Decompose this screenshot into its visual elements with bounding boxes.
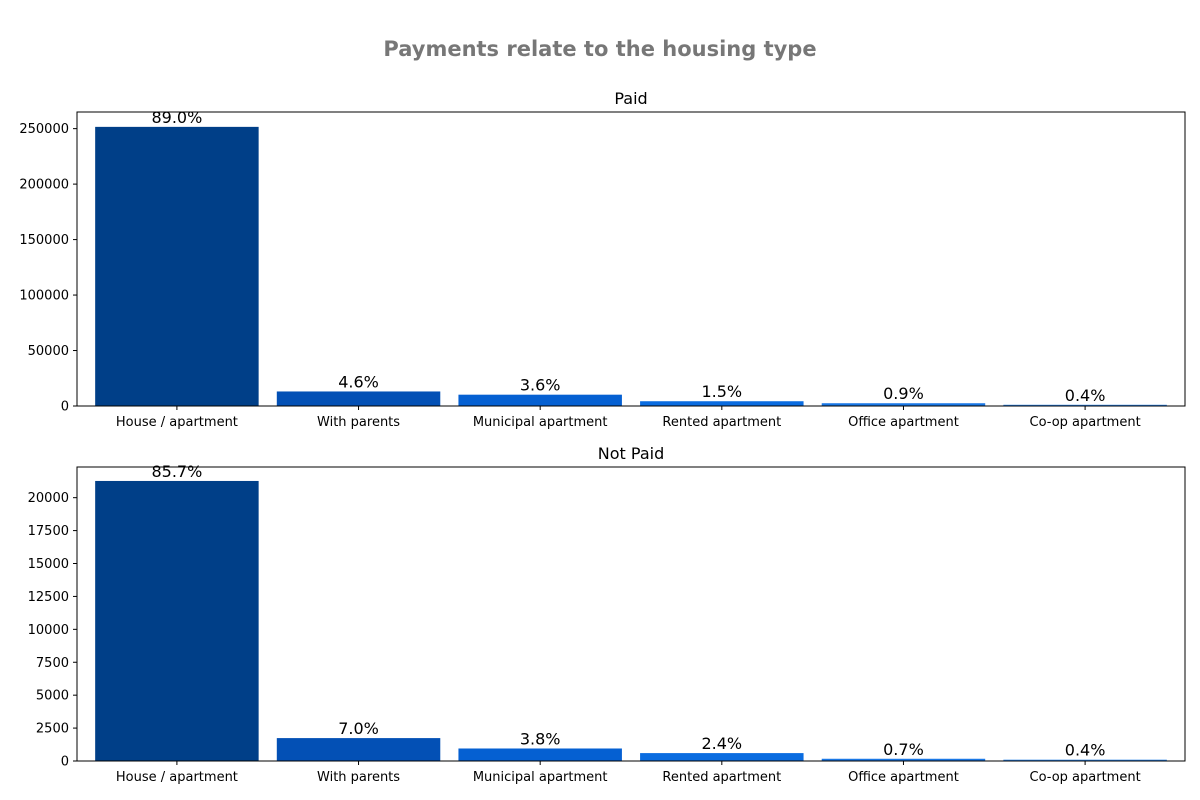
chart-not-paid-bar-rented-apartment	[640, 753, 804, 761]
chart-not-paid-ytick-label: 0	[61, 755, 69, 770]
chart-not-paid-xtick-label-with-parents: With parents	[317, 770, 400, 785]
chart-not-paid-xtick-label-co-op-apartment: Co-op apartment	[1030, 770, 1141, 785]
chart-not-paid-bar-with-parents	[276, 738, 441, 761]
chart-paid-bar-label-office-apartment: 0.9%	[883, 384, 924, 403]
chart-not-paid-bar-label-rented-apartment: 2.4%	[701, 734, 742, 753]
chart-paid-bar-house-apartment	[95, 126, 259, 406]
chart-not-paid-bar-label-house-apartment: 85.7%	[151, 462, 202, 481]
chart-not-paid-xtick-label-rented-apartment: Rented apartment	[662, 770, 781, 785]
chart-paid-ytick-label: 250000	[19, 122, 69, 137]
chart-not-paid-bar-municipal-apartment	[458, 748, 622, 761]
figure-title: Payments relate to the housing type	[383, 37, 816, 61]
chart-paid-xtick-label-co-op-apartment: Co-op apartment	[1030, 415, 1141, 430]
chart-not-paid-xtick-label-office-apartment: Office apartment	[848, 770, 959, 785]
chart-not-paid-xtick-label-municipal-apartment: Municipal apartment	[473, 770, 608, 785]
chart-not-paid-ytick-label: 20000	[28, 491, 69, 506]
chart-paid-xtick-label-house-apartment: House / apartment	[116, 415, 238, 430]
chart-paid-bar-label-house-apartment: 89.0%	[151, 108, 202, 127]
chart-not-paid-bar-label-with-parents: 7.0%	[338, 719, 379, 738]
chart-paid: Paid 89.0% 4.6% 3.6% 1.5% 0.9% 0.4% 0 50000 10000…	[19, 89, 1186, 430]
chart-paid-xtick-label-municipal-apartment: Municipal apartment	[473, 415, 608, 430]
chart-paid-ytick-label: 0	[61, 400, 69, 415]
chart-paid-bar-label-rented-apartment: 1.5%	[701, 382, 742, 401]
chart-not-paid-bar-co-op-apartment	[1003, 759, 1167, 761]
chart-not-paid-bar-label-office-apartment: 0.7%	[883, 740, 924, 759]
chart-not-paid-ytick-label: 2500	[36, 722, 69, 737]
chart-paid-bar-co-op-apartment	[1003, 404, 1167, 406]
chart-paid-bar-office-apartment	[821, 403, 986, 406]
chart-paid-axes-frame	[76, 111, 1186, 407]
chart-paid-ytick-label: 150000	[19, 233, 69, 248]
chart-paid-bar-with-parents	[276, 391, 441, 406]
chart-not-paid-ytick-label: 15000	[28, 557, 69, 572]
chart-not-paid: Not Paid 85.7% 7.0% 3.8% 2.4% 0.7% 0.4% 0 2500 50…	[28, 444, 1186, 785]
chart-paid-xtick-label-with-parents: With parents	[317, 415, 400, 430]
chart-paid-bar-label-with-parents: 4.6%	[338, 372, 379, 391]
chart-not-paid-title: Not Paid	[598, 444, 664, 463]
chart-paid-xtick-label-office-apartment: Office apartment	[848, 415, 959, 430]
chart-not-paid-ytick-label: 12500	[28, 590, 69, 605]
chart-not-paid-axes-frame	[76, 466, 1186, 762]
chart-paid-ytick-label: 100000	[19, 289, 69, 304]
chart-paid-bar-label-co-op-apartment: 0.4%	[1065, 386, 1106, 405]
chart-paid-xtick-label-rented-apartment: Rented apartment	[662, 415, 781, 430]
chart-paid-bar-municipal-apartment	[458, 394, 622, 406]
chart-not-paid-bar-house-apartment	[95, 480, 259, 761]
chart-paid-bar-rented-apartment	[640, 401, 804, 406]
chart-not-paid-ytick-label: 17500	[28, 524, 69, 539]
chart-not-paid-ytick-label: 5000	[36, 689, 69, 704]
chart-not-paid-xtick-label-house-apartment: House / apartment	[116, 770, 238, 785]
chart-paid-title: Paid	[614, 89, 647, 108]
chart-not-paid-bar-label-municipal-apartment: 3.8%	[520, 729, 561, 748]
chart-paid-ytick-label: 200000	[19, 178, 69, 193]
chart-not-paid-bar-office-apartment	[821, 758, 986, 761]
chart-paid-bar-label-municipal-apartment: 3.6%	[520, 376, 561, 395]
chart-paid-ytick-label: 50000	[28, 344, 69, 359]
chart-not-paid-bar-label-co-op-apartment: 0.4%	[1065, 741, 1106, 760]
chart-not-paid-ytick-label: 7500	[36, 656, 69, 671]
chart-not-paid-ytick-label: 10000	[28, 623, 69, 638]
